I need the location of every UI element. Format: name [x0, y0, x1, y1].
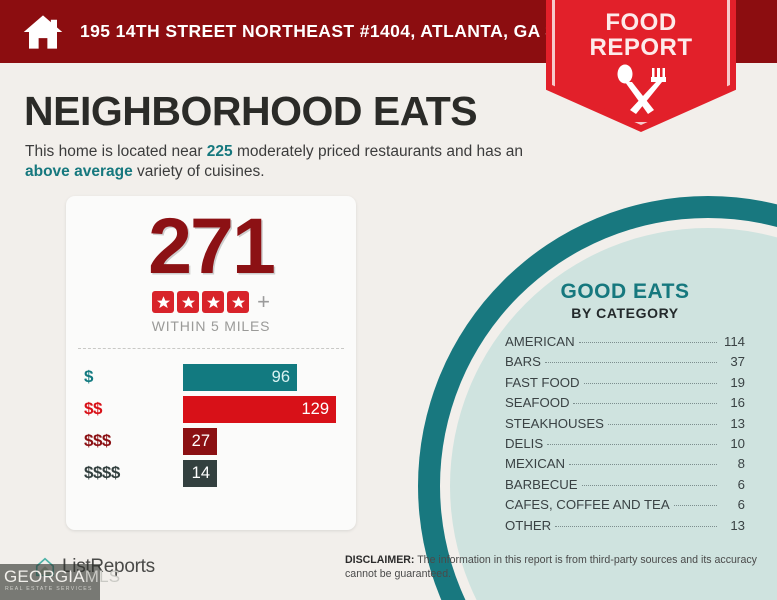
good-eats-row: BARS 37 [505, 354, 745, 374]
leader-dots [581, 484, 717, 486]
category-value: 13 [730, 517, 745, 533]
leader-dots [569, 464, 717, 466]
star-icon [202, 291, 225, 313]
category-name: BARBECUE [505, 476, 578, 492]
price-tier-row: $96 [66, 362, 356, 394]
watermark-subtitle: REAL ESTATE SERVICES [5, 586, 93, 592]
price-tier-label: $$ [84, 399, 102, 418]
category-name: MEXICAN [505, 456, 566, 472]
good-eats-list: AMERICAN 114 BARS 37 FAST FOOD 19 SEAFOOD 16 STE… [505, 334, 745, 538]
good-eats-row: OTHER 13 [505, 518, 745, 538]
subtitle-part-2: moderately priced restaurants and has an [232, 143, 524, 160]
price-tier-row: $$$ 27 [66, 426, 356, 458]
star-icon [177, 291, 200, 313]
georgiamls-watermark: GEORGIAMLS REAL ESTATE SERVICES [0, 564, 120, 600]
leader-dots [544, 362, 717, 364]
subtitle-part-3: variety of cuisines. [132, 163, 265, 180]
good-eats-subtitle: BY CATEGORY [571, 305, 679, 321]
badge-line-2: REPORT [589, 34, 693, 61]
disclaimer-label: DISCLAIMER: [345, 554, 415, 566]
badge-title: FOOD REPORT [546, 10, 736, 60]
disclaimer: DISCLAIMER: The information in this repo… [345, 554, 765, 581]
category-name: OTHER [505, 517, 552, 533]
subtitle-part-1: This home is located near [25, 143, 207, 160]
star-icon [152, 291, 175, 313]
watermark-mls: MLS [84, 567, 121, 586]
price-tier-label: $ [84, 367, 93, 386]
category-value: 114 [723, 334, 745, 349]
good-eats-row: SEAFOOD 16 [505, 395, 745, 415]
category-value: 10 [730, 435, 745, 451]
category-value: 16 [730, 395, 745, 411]
watermark-georgia: GEORGIA [4, 567, 85, 586]
price-tier-label: $$$ [84, 431, 111, 450]
radius-label: WITHIN 5 MILES [151, 318, 271, 334]
good-eats-row: BARBECUE 6 [505, 477, 745, 497]
price-tier-bar-chart: $96 $$ 129 $$$ 27 $$$$ 14 [66, 362, 356, 490]
good-eats-row: DELIS 10 [505, 436, 745, 456]
category-name: SEAFOOD [505, 395, 570, 411]
price-tier-value: 27 [191, 432, 210, 450]
price-tier-row: $$$$ 14 [66, 458, 356, 490]
restaurant-summary-card: 271 + WITHIN 5 MILES $96 $$ 129 $$$ 27 $$$$ 14 [66, 196, 356, 530]
good-eats-row: STEAKHOUSES 13 [505, 416, 745, 436]
page-subtitle: This home is located near 225 moderately… [25, 142, 555, 182]
leader-dots [578, 342, 717, 343]
badge-line-1: FOOD [605, 9, 677, 36]
subtitle-highlight-count: 225 [206, 143, 233, 160]
restaurant-count: 271 [148, 201, 276, 290]
good-eats-row: FAST FOOD 19 [505, 375, 745, 395]
category-value: 6 [737, 497, 745, 513]
price-tier-value: 129 [301, 400, 329, 418]
price-tier-value: 14 [191, 464, 210, 482]
disclaimer-text: The information in this report is from t… [345, 554, 757, 580]
food-report-badge: FOOD REPORT [546, 0, 736, 132]
category-value: 19 [730, 374, 745, 390]
category-name: AMERICAN [505, 334, 575, 349]
home-icon [23, 14, 63, 49]
watermark-title: GEORGIAMLS [0, 567, 120, 586]
good-eats-row: CAFES, COFFEE AND TEA 6 [505, 497, 745, 517]
leader-dots [547, 443, 717, 445]
good-eats-row: MEXICAN 8 [505, 456, 745, 476]
leader-dots [673, 505, 717, 507]
category-name: FAST FOOD [505, 374, 580, 390]
price-tier-bar: 27 [183, 428, 217, 455]
category-name: DELIS [505, 435, 544, 451]
price-tier-bar: 129 [183, 396, 336, 423]
category-value: 6 [737, 476, 745, 492]
leader-dots [573, 403, 717, 405]
good-eats-title: GOOD EATS [560, 280, 690, 303]
category-value: 37 [730, 354, 745, 370]
property-address: 195 14TH STREET NORTHEAST #1404, ATLANTA… [80, 21, 596, 41]
spoon-fork-icon [617, 64, 666, 114]
category-value: 13 [730, 415, 745, 431]
category-value: 8 [737, 456, 745, 472]
star-icon [227, 291, 250, 313]
leader-dots [607, 423, 717, 425]
price-tier-row: $$ 129 [66, 394, 356, 426]
leader-dots [583, 382, 717, 384]
plus-sign: + [257, 289, 270, 314]
star-rating: + [66, 291, 356, 313]
price-tier-bar: 14 [183, 460, 217, 487]
card-divider [78, 348, 344, 349]
category-name: BARS [505, 354, 541, 370]
price-tier-bar: 96 [183, 364, 297, 391]
page-title: NEIGHBORHOOD EATS [24, 88, 478, 134]
subtitle-highlight-variety: above average [25, 163, 133, 180]
price-tier-value: 96 [271, 368, 290, 386]
leader-dots [555, 525, 717, 527]
good-eats-row: AMERICAN 114 [505, 334, 745, 354]
good-eats-panel: GOOD EATS BY CATEGORY AMERICAN 114 BARS 37 F… [505, 280, 745, 538]
price-tier-label: $$$$ [84, 463, 120, 482]
category-name: CAFES, COFFEE AND TEA [505, 497, 670, 513]
category-name: STEAKHOUSES [505, 415, 604, 431]
